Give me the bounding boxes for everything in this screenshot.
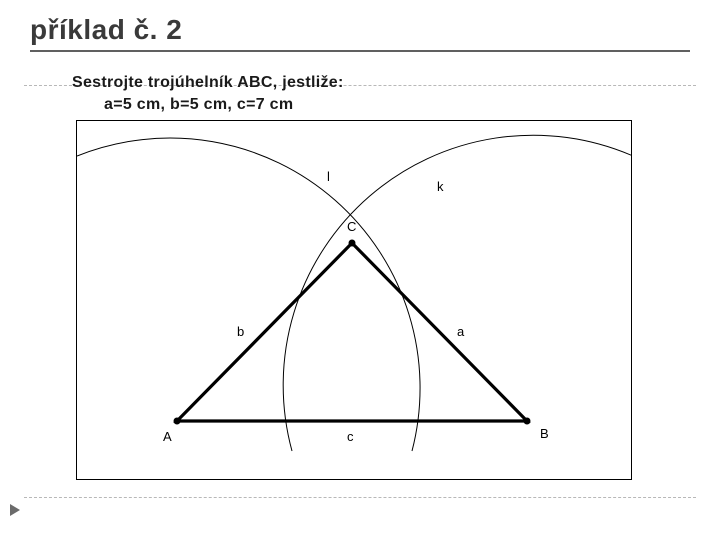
vertex-A <box>174 418 181 425</box>
arc-k <box>283 135 632 451</box>
label-C: C <box>347 219 356 234</box>
statement-line1: Sestrojte trojúhelník ABC, jestliže: <box>72 72 344 94</box>
dashed-rule-bottom <box>24 497 696 498</box>
label-A: A <box>163 429 172 444</box>
vertex-points <box>174 240 531 425</box>
label-c: c <box>347 429 354 444</box>
vertex-C <box>349 240 356 247</box>
label-l: l <box>327 169 330 184</box>
vertex-B <box>524 418 531 425</box>
problem-statement: Sestrojte trojúhelník ABC, jestliže: a=5… <box>72 72 344 115</box>
construction-svg: A B Ca b c k l <box>77 121 632 480</box>
title-block: příklad č. 2 <box>30 14 690 52</box>
figure-labels: A B Ca b c k l <box>163 169 549 444</box>
label-a: a <box>457 324 465 339</box>
label-k: k <box>437 179 444 194</box>
title-underline <box>30 50 690 52</box>
slide-notch-icon <box>10 504 20 516</box>
slide-page: příklad č. 2 Sestrojte trojúhelník ABC, … <box>0 0 720 540</box>
statement-line2: a=5 cm, b=5 cm, c=7 cm <box>104 94 344 116</box>
triangle-abc <box>177 243 527 421</box>
label-B: B <box>540 426 549 441</box>
label-b: b <box>237 324 244 339</box>
page-title: příklad č. 2 <box>30 14 690 46</box>
arc-l <box>77 138 420 451</box>
figure-frame: A B Ca b c k l <box>76 120 632 480</box>
